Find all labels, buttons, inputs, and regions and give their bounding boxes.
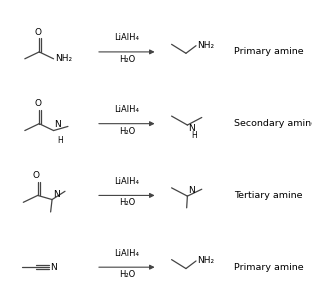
Text: O: O: [34, 28, 41, 37]
Text: Primary amine: Primary amine: [234, 263, 304, 272]
Text: O: O: [33, 171, 40, 180]
Text: LiAlH₄: LiAlH₄: [114, 105, 139, 114]
Text: LiAlH₄: LiAlH₄: [114, 177, 139, 186]
Text: H₂O: H₂O: [119, 270, 135, 279]
Text: N: N: [50, 263, 57, 272]
Text: NH₂: NH₂: [55, 54, 72, 63]
Text: Secondary amine: Secondary amine: [234, 119, 312, 128]
Text: H₂O: H₂O: [119, 198, 135, 207]
Text: Tertiary amine: Tertiary amine: [234, 191, 302, 200]
Text: H: H: [191, 131, 197, 140]
Text: N: N: [54, 120, 61, 129]
Text: NH₂: NH₂: [197, 257, 214, 266]
Text: N: N: [188, 186, 195, 195]
Text: H₂O: H₂O: [119, 55, 135, 64]
Text: H₂O: H₂O: [119, 126, 135, 135]
Text: N: N: [53, 190, 60, 199]
Text: NH₂: NH₂: [197, 41, 214, 50]
Text: O: O: [34, 100, 41, 109]
Text: LiAlH₄: LiAlH₄: [114, 33, 139, 42]
Text: N: N: [188, 124, 195, 133]
Text: H: H: [57, 136, 63, 145]
Text: LiAlH₄: LiAlH₄: [114, 249, 139, 258]
Text: Primary amine: Primary amine: [234, 48, 304, 57]
